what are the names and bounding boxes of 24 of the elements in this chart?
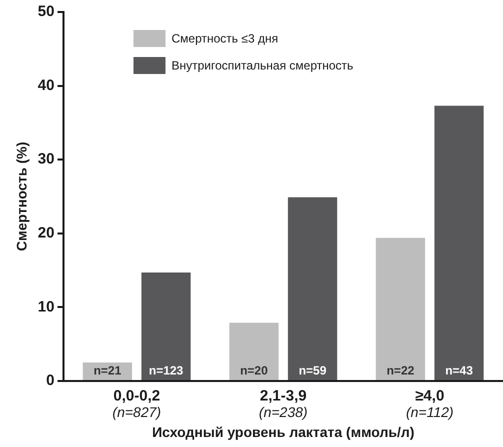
annotation: n=20 (240, 363, 268, 378)
x-tick-label: 0,0-0,2 (n=827) (112, 388, 162, 420)
y-tick-label: 50 (38, 3, 54, 20)
bar (376, 238, 426, 380)
legend-label: Внутригоспитальная смертность (171, 58, 354, 72)
x-tick-label: 2,1-3,9 (n=238) (258, 388, 308, 420)
bar (434, 106, 484, 380)
y-axis-title: Смертность (%) (13, 142, 30, 252)
bar (141, 272, 191, 380)
annotation: n=43 (445, 363, 474, 378)
bar (288, 197, 338, 380)
annotation: n=123 (148, 363, 184, 378)
legend-label: Смертность ≤3 дня (171, 31, 278, 46)
y-tick-label: 30 (38, 150, 54, 168)
x-tick-label: ≥4,0 (n=112) (406, 388, 454, 420)
annotation: n=22 (386, 363, 415, 378)
y-tick-label: 10 (38, 298, 54, 316)
y-tick-label: 0 (46, 372, 54, 390)
bar (229, 322, 279, 380)
y-tick-label: 20 (38, 224, 54, 242)
annotation: n=21 (94, 363, 122, 378)
x-axis-title: Исходный уровень лактата (ммоль/л) (152, 424, 414, 440)
y-tick-label: 40 (38, 76, 54, 94)
annotation: n=59 (298, 363, 327, 378)
